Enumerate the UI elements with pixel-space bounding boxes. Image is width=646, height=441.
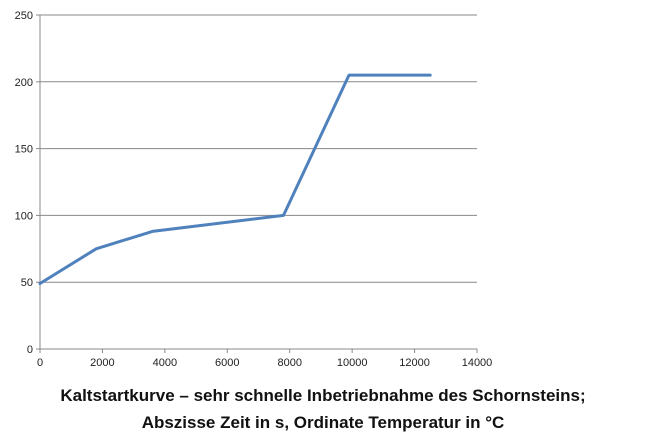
- y-tick-label-0: 0: [27, 344, 33, 356]
- series-line-0: [38, 73, 432, 285]
- x-tick-label-6000: 6000: [215, 357, 239, 369]
- x-tick-label-2000: 2000: [90, 357, 114, 369]
- caption-line-1: Kaltstartkurve – sehr schnelle Inbetrieb…: [60, 386, 586, 405]
- x-tick-label-4000: 4000: [153, 357, 177, 369]
- x-tick-label-12000: 12000: [399, 357, 430, 369]
- x-tick-label-10000: 10000: [337, 357, 368, 369]
- x-tick-label-0: 0: [37, 357, 43, 369]
- y-tick-label-150: 150: [15, 144, 33, 156]
- y-tick-labels: 0 50 100 150 200 250: [15, 10, 33, 356]
- y-tick-label-100: 100: [15, 210, 33, 222]
- y-tick-label-200: 200: [15, 77, 33, 89]
- line-chart: 0 50 100 150 200 250 0 2000 4000 6000 8000 10000 12…: [15, 10, 493, 369]
- x-tick-label-14000: 14000: [462, 357, 493, 369]
- y-tick-label-250: 250: [15, 10, 33, 22]
- axes: [36, 14, 478, 353]
- y-tick-label-50: 50: [21, 277, 33, 289]
- x-tick-label-8000: 8000: [277, 357, 301, 369]
- gridlines: [40, 14, 477, 283]
- x-tick-labels: 0 2000 4000 6000 8000 10000 12000 14000: [37, 357, 492, 369]
- caption-line-2: Abszisse Zeit in s, Ordinate Temperatur …: [141, 413, 505, 432]
- series-group: [38, 73, 432, 285]
